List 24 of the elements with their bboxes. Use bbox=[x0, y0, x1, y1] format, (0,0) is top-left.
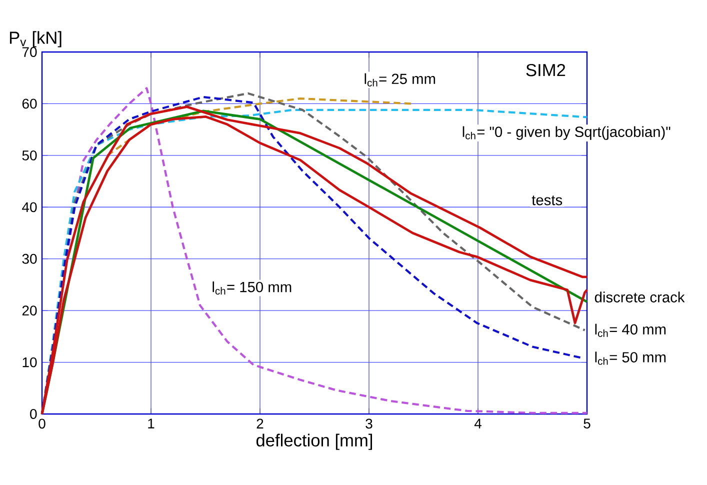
y-axis-title: P$_{v}$ [kN] bbox=[10, 31, 62, 48]
annotation: tests bbox=[532, 196, 562, 206]
y-tick-label: 10 bbox=[22, 357, 37, 368]
annotation: l$_{ch}$= 150 mm bbox=[212, 281, 292, 295]
y-tick-label: 20 bbox=[22, 306, 37, 316]
text: SIM2 bbox=[526, 64, 566, 76]
x-tick-label: 3 bbox=[366, 418, 372, 429]
annotation: l$_{ch}$= "0 - given by Sqrt(jacobian)" bbox=[462, 126, 670, 140]
x-axis-title: deflection [mm] bbox=[256, 434, 372, 450]
y-tick-label: 50 bbox=[22, 150, 37, 160]
text: l$_{ch}$= 40 mm bbox=[595, 324, 666, 337]
x-tick-label: 2 bbox=[256, 418, 264, 428]
x-tick-label: 0 bbox=[38, 418, 46, 429]
x-tick-label: 1 bbox=[148, 418, 154, 428]
text: l$_{ch}$= 50 mm bbox=[595, 352, 666, 365]
y-tick-label: 40 bbox=[22, 202, 37, 212]
annotation: l$_{ch}$= 25 mm bbox=[364, 73, 436, 86]
x-tick-label: 4 bbox=[474, 418, 482, 428]
y-tick-label: 60 bbox=[22, 98, 37, 109]
y-tick-label: 0 bbox=[30, 409, 37, 419]
x-tick-label: 5 bbox=[584, 418, 590, 428]
y-tick-label: 30 bbox=[22, 254, 37, 264]
text: discrete crack bbox=[594, 292, 685, 302]
y-tick-label: 70 bbox=[22, 47, 37, 57]
